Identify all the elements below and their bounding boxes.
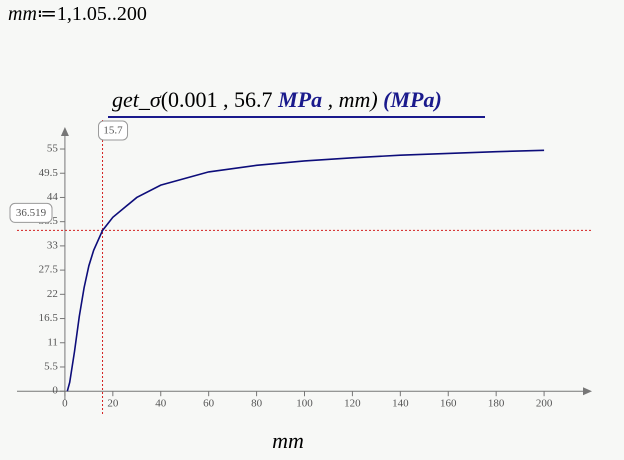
x-tick-label: 120 — [344, 398, 361, 410]
x-tick-label: 100 — [296, 398, 313, 410]
x-tick-label: 0 — [62, 398, 68, 410]
variable: mm — [8, 3, 37, 25]
y-axis-arrow — [60, 127, 69, 136]
y-marker-box — [9, 202, 53, 223]
operator: ≔ — [37, 3, 57, 25]
y-tick-label: 55 — [47, 143, 59, 155]
x-tick-label: 160 — [440, 398, 457, 410]
chart-title: get_σ(0.001 , 56.7 MPa , mm) (MPa) — [112, 87, 442, 112]
y-tick-label: 44 — [47, 191, 59, 203]
y-marker-label: 36.519 — [16, 207, 47, 219]
x-marker-label: 15.7 — [103, 125, 123, 137]
x-tick-label: 200 — [536, 398, 553, 410]
y-tick-label: 16.5 — [39, 312, 59, 324]
x-tick-label: 60 — [203, 398, 215, 410]
title-args: (0.001 , 56.7 — [161, 87, 278, 112]
x-tick-label: 80 — [251, 398, 263, 410]
data-line — [66, 149, 545, 392]
y-tick-label: 0 — [52, 385, 58, 397]
title-unit: MPa — [277, 87, 322, 112]
y-tick-label: 49.5 — [39, 167, 59, 179]
x-tick-label: 140 — [392, 398, 409, 410]
y-tick-label: 5.5 — [44, 361, 58, 373]
x-axis-arrow — [583, 387, 592, 396]
title-function: get_σ — [112, 87, 162, 112]
y-tick-label: 22 — [47, 288, 58, 300]
title-unit: (MPa) — [383, 87, 442, 112]
y-tick-label: 27.5 — [39, 264, 59, 276]
x-marker-box — [98, 120, 129, 141]
definition: mm≔1,1.05..200 — [8, 3, 147, 25]
x-tick-label: 40 — [155, 398, 167, 410]
y-tick-label: 11 — [47, 336, 58, 348]
x-tick-label: 180 — [488, 398, 505, 410]
title-args-end: , mm) — [322, 87, 383, 112]
x-tick-label: 20 — [107, 398, 119, 410]
x-axis-label: mm — [272, 428, 304, 453]
y-tick-label: 33 — [47, 239, 59, 251]
range: 1,1.05..200 — [57, 3, 147, 25]
